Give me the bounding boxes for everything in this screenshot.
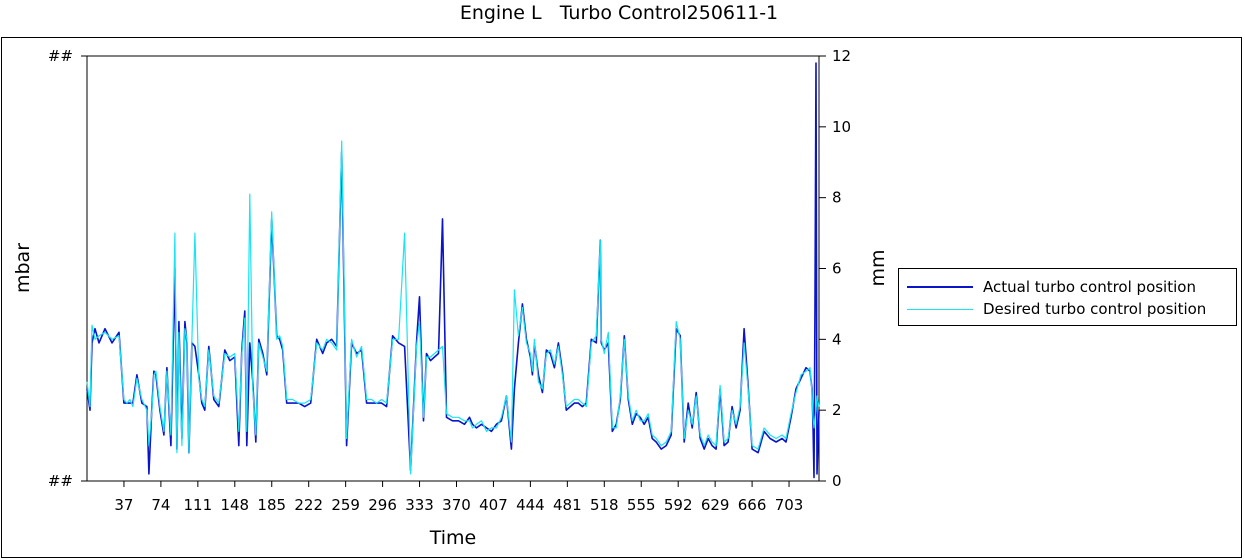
chart-frame — [1, 37, 1242, 558]
left-axis-title: mbar — [12, 243, 34, 293]
legend-item-actual: Actual turbo control position — [907, 276, 1196, 298]
series-line-desired — [86, 140, 820, 475]
x-tick-label: 629 — [701, 496, 730, 514]
x-tick-label: 259 — [331, 496, 360, 514]
right-tick-label: 10 — [832, 118, 851, 136]
left-tick-label: ## — [48, 47, 73, 65]
legend: Actual turbo control position Desired tu… — [898, 268, 1237, 326]
legend-item-desired: Desired turbo control position — [907, 298, 1206, 320]
legend-swatch-actual — [907, 286, 973, 288]
x-tick-label: 296 — [368, 496, 397, 514]
right-tick-label: 6 — [832, 260, 842, 278]
right-axis: 0 2 4 6 8 10 12 — [819, 47, 851, 490]
right-tick-label: 0 — [832, 472, 842, 490]
right-tick-label: 4 — [832, 330, 842, 348]
x-tick-label: 37 — [114, 496, 133, 514]
x-tick-label: 148 — [220, 496, 249, 514]
x-tick-label: 407 — [479, 496, 508, 514]
x-axis-title: Time — [429, 527, 477, 549]
x-tick-label: 333 — [405, 496, 434, 514]
x-tick-label: 666 — [738, 496, 767, 514]
right-tick-label: 12 — [832, 47, 851, 65]
x-tick-label: 370 — [442, 496, 471, 514]
x-tick-label: 592 — [664, 496, 693, 514]
x-tick-label: 185 — [257, 496, 286, 514]
x-tick-label: 703 — [775, 496, 804, 514]
x-tick-label: 555 — [627, 496, 656, 514]
x-tick-label: 518 — [590, 496, 619, 514]
legend-label-actual: Actual turbo control position — [983, 278, 1196, 296]
x-tick-label: 74 — [151, 496, 170, 514]
left-tick-label: ## — [48, 472, 73, 490]
x-tick-label: 444 — [516, 496, 545, 514]
legend-label-desired: Desired turbo control position — [983, 300, 1207, 318]
chart-title: Engine L Turbo Control250611-1 — [459, 2, 779, 24]
series-layer — [86, 62, 820, 479]
right-tick-label: 8 — [832, 189, 842, 207]
x-tick-label: 111 — [184, 496, 213, 514]
right-tick-label: 2 — [832, 401, 842, 419]
legend-swatch-desired — [907, 308, 973, 310]
x-axis: 37 74 111 148 185 222 259 296 333 370 407 444 481 518… — [114, 481, 803, 514]
right-axis-title: mm — [867, 249, 889, 286]
x-tick-label: 481 — [553, 496, 582, 514]
left-axis: ## ## — [48, 47, 87, 490]
x-tick-label: 222 — [294, 496, 323, 514]
